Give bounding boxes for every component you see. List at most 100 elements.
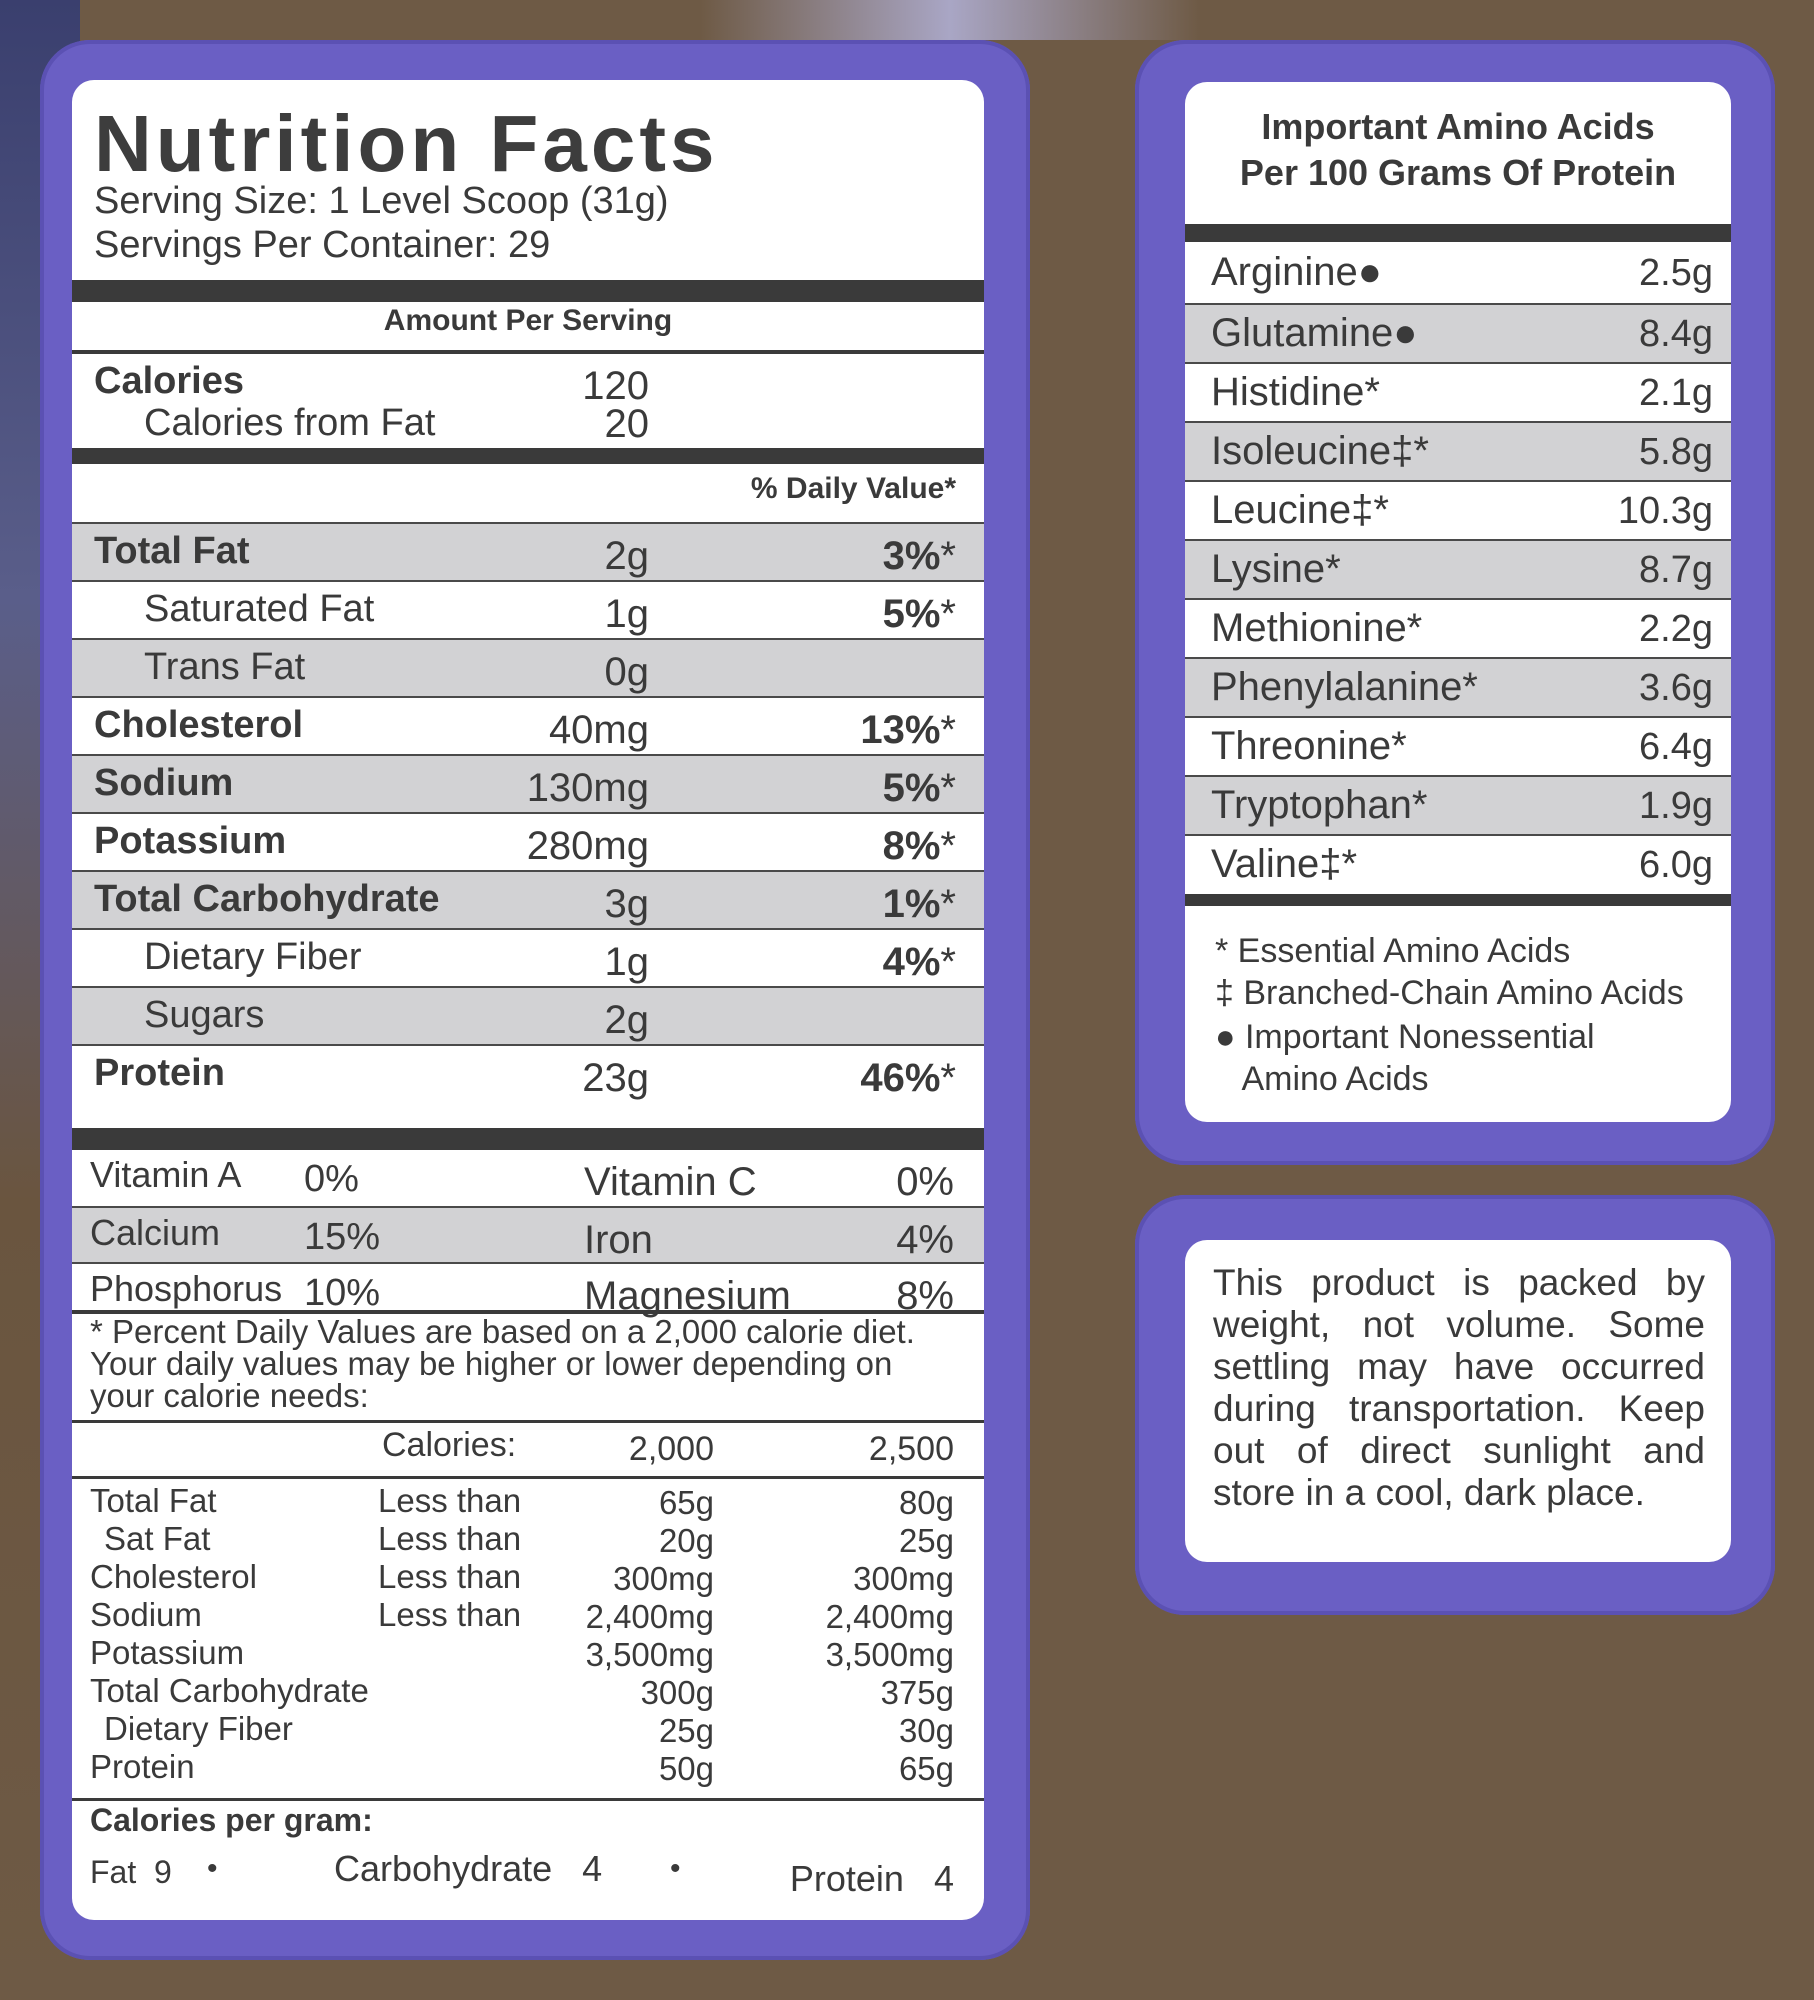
cpg-carb: Carbohydrate 4 xyxy=(334,1848,602,1890)
nutrient-label: Protein xyxy=(94,1052,225,1094)
divider xyxy=(72,1420,984,1423)
nutrient-daily-value: 46%* xyxy=(860,1056,956,1101)
nutrient-label: Dietary Fiber xyxy=(144,936,362,978)
daily-value-mark: * xyxy=(940,1056,956,1100)
legend-nonessential: ● Important Nonessential xyxy=(1215,1018,1595,1056)
ref-calories-label: Calories: xyxy=(382,1426,517,1464)
ref-col2-value: 2,400mg xyxy=(825,1598,954,1635)
vitamin-row: Vitamin A 0% Vitamin C 0% xyxy=(72,1150,984,1206)
calories-value: 120 xyxy=(582,364,649,408)
divider xyxy=(72,350,984,354)
amino-value: 2.2g xyxy=(1639,608,1713,650)
nutrient-daily-value: 4%* xyxy=(883,940,956,985)
amino-name: Glutamine● xyxy=(1211,311,1418,355)
amino-acids-panel: Important Amino Acids Per 100 Grams Of P… xyxy=(1185,82,1731,1122)
amino-value: 8.7g xyxy=(1639,549,1713,591)
nutrient-label: Potassium xyxy=(94,820,287,862)
ref-col1-value: 3,500mg xyxy=(585,1636,714,1673)
daily-value-percent: 5% xyxy=(882,592,941,636)
amino-heading-line: Per 100 Grams Of Protein xyxy=(1239,152,1677,193)
vitamin-left-value: 15% xyxy=(304,1216,381,1258)
amino-row: Lysine* 8.7g xyxy=(1185,539,1731,599)
nutrient-amount: 2g xyxy=(604,534,650,578)
amino-row: Tryptophan* 1.9g xyxy=(1185,775,1731,835)
amino-value: 6.0g xyxy=(1639,844,1713,886)
ref-label: Potassium xyxy=(90,1634,245,1671)
ref-label: Cholesterol xyxy=(90,1558,257,1595)
nutrient-row: Total Carbohydrate 3g 1%* xyxy=(72,870,984,928)
ref-col1-value: 50g xyxy=(658,1750,714,1787)
thick-divider xyxy=(72,280,984,302)
legend-nonessential-cont: Amino Acids xyxy=(1215,1060,1429,1098)
ref-label: Total Fat xyxy=(90,1482,217,1519)
amino-name: Isoleucine‡* xyxy=(1211,429,1429,473)
ref-qualifier: Less than xyxy=(378,1596,522,1633)
amino-name: Histidine* xyxy=(1211,370,1380,414)
ref-qualifier: Less than xyxy=(378,1482,522,1519)
amount-per-serving: Amount Per Serving xyxy=(383,304,673,337)
nutrient-daily-value: 13%* xyxy=(860,708,956,753)
nutrient-daily-value: 1%* xyxy=(883,882,956,927)
nutrient-amount: 2g xyxy=(604,998,650,1042)
thick-divider xyxy=(72,448,984,464)
cpg-fat-value: 9 xyxy=(154,1854,172,1890)
footnote-line: your calorie needs: xyxy=(90,1377,369,1414)
vitamin-right-label: Iron xyxy=(584,1218,653,1262)
ref-qualifier: Less than xyxy=(378,1558,522,1595)
nutrient-label: Trans Fat xyxy=(144,646,306,688)
cpg-protein: Protein 4 xyxy=(790,1858,954,1900)
amino-row: Arginine● 2.5g xyxy=(1185,244,1731,302)
ref-label: Sodium xyxy=(90,1596,202,1633)
daily-value-percent: 8% xyxy=(882,824,941,868)
ref-col2-value: 375g xyxy=(880,1674,954,1711)
calories-from-fat-value: 20 xyxy=(604,402,650,446)
vitamin-right-value: 0% xyxy=(896,1160,954,1204)
daily-value-mark: * xyxy=(940,824,956,868)
daily-value-percent: 3% xyxy=(882,534,941,578)
ref-col2-value: 65g xyxy=(898,1750,954,1787)
ref-col1: 65g 20g 300mg 2,400mg 3,500mg 300g 25g 50g xyxy=(586,1484,714,1788)
amino-value: 10.3g xyxy=(1617,490,1713,532)
nutrient-row: Sugars 2g xyxy=(72,986,984,1044)
amino-value: 2.1g xyxy=(1639,372,1713,414)
daily-value-percent: 46% xyxy=(860,1056,941,1100)
ref-col1-value: 2,400mg xyxy=(585,1598,714,1635)
nutrient-row: Total Fat 2g 3%* xyxy=(72,522,984,580)
nutrient-label: Total Carbohydrate xyxy=(94,878,440,920)
bullet-separator: • xyxy=(207,1852,218,1885)
ref-col2-value: 300mg xyxy=(853,1560,954,1597)
divider xyxy=(72,1476,984,1479)
ref-col2-value: 30g xyxy=(898,1712,954,1749)
vitamin-left-label: Phosphorus xyxy=(90,1268,283,1309)
daily-value-percent: 13% xyxy=(860,708,941,752)
ref-col2-value: 3,500mg xyxy=(825,1636,954,1673)
daily-value-mark: * xyxy=(940,534,956,578)
amino-row: Glutamine● 8.4g xyxy=(1185,303,1731,363)
thick-divider xyxy=(1185,224,1731,242)
amino-row: Methionine* 2.2g xyxy=(1185,598,1731,658)
nutrient-amount: 130mg xyxy=(526,766,649,810)
calories-from-fat-label: Calories from Fat xyxy=(144,402,436,444)
legend-branched-chain: ‡ Branched-Chain Amino Acids xyxy=(1215,974,1684,1012)
nutrient-label: Sodium xyxy=(94,762,234,804)
cpg-protein-value: 4 xyxy=(933,1858,954,1899)
amino-row: Threonine* 6.4g xyxy=(1185,716,1731,776)
amino-value: 5.8g xyxy=(1639,431,1713,473)
amino-row: Histidine* 2.1g xyxy=(1185,362,1731,422)
thick-divider xyxy=(72,1128,984,1150)
daily-value-footnote: * Percent Daily Values are based on a 2,… xyxy=(90,1315,915,1414)
amino-row: Isoleucine‡* 5.8g xyxy=(1185,421,1731,481)
nutrient-row: Cholesterol 40mg 13%* xyxy=(72,696,984,754)
nutrient-row: Dietary Fiber 1g 4%* xyxy=(72,928,984,986)
footnote-line: Your daily values may be higher or lower… xyxy=(90,1345,893,1382)
nutrient-label: Total Fat xyxy=(94,530,250,572)
daily-value-mark: * xyxy=(940,708,956,752)
vitamin-right-value: 4% xyxy=(896,1218,954,1262)
nutrient-row: Protein 23g 46%* xyxy=(72,1044,984,1102)
vitamin-left-label: Calcium xyxy=(90,1212,221,1253)
ref-label: Sat Fat xyxy=(104,1520,211,1557)
amino-row: Valine‡* 6.0g xyxy=(1185,834,1731,894)
amino-value: 3.6g xyxy=(1639,667,1713,709)
vitamin-right-label: Vitamin C xyxy=(584,1160,757,1204)
daily-value-percent: 4% xyxy=(882,940,941,984)
